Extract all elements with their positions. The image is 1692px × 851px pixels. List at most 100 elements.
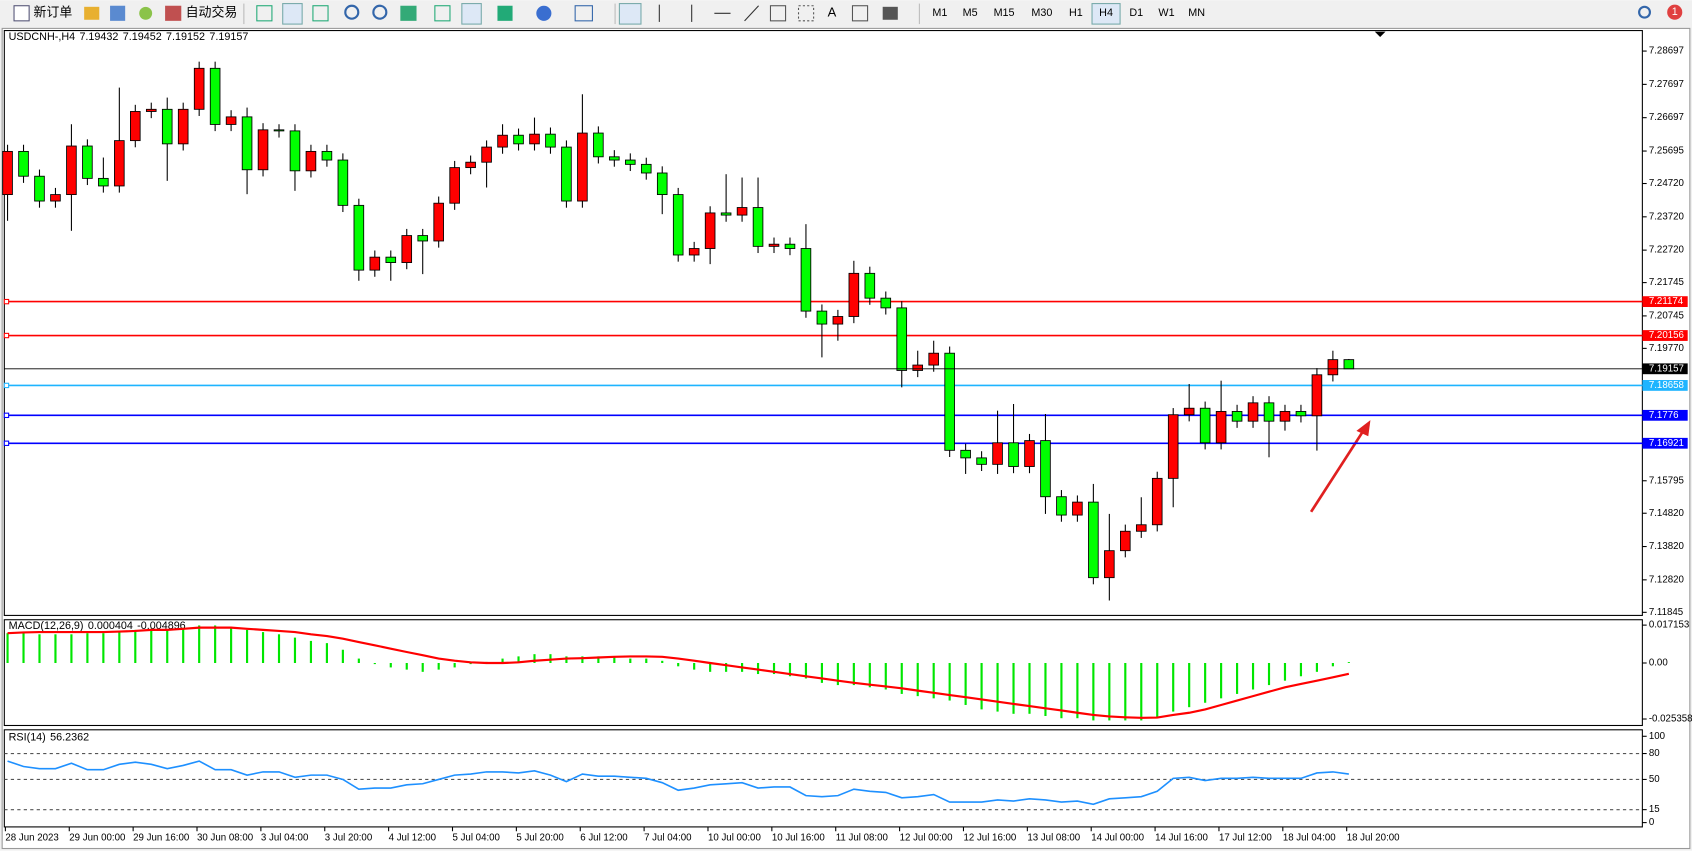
x-tick-label: 6 Jul 12:00 xyxy=(580,832,628,843)
toolbar: 新订单 自动交易 A M1 M5 M15 M30 H1 H4 D1 W1 MN 1 xyxy=(0,0,1692,28)
auto-trading-icon[interactable] xyxy=(165,5,182,21)
low-value: 7.19152 xyxy=(166,31,205,43)
timeframe-button[interactable]: H4 xyxy=(1099,7,1113,19)
level-price-box xyxy=(1642,380,1688,391)
candle-body xyxy=(848,272,860,317)
timeframe-button[interactable]: D1 xyxy=(1129,7,1143,19)
candle-body xyxy=(449,167,460,204)
tool-icon[interactable] xyxy=(110,5,126,21)
candle-chart-button[interactable] xyxy=(282,3,303,25)
candle-body xyxy=(800,248,812,312)
search-button[interactable] xyxy=(1638,5,1651,19)
x-tick-label: 11 Jul 08:00 xyxy=(836,832,889,843)
shift-button[interactable] xyxy=(461,3,482,25)
y-tick-label: 7.26697 xyxy=(1649,112,1684,123)
x-tick-label: 5 Jul 04:00 xyxy=(452,832,500,843)
candle-body xyxy=(656,172,668,196)
candle-body xyxy=(353,204,365,271)
candle-body xyxy=(417,235,429,242)
y-tick-label: 7.14820 xyxy=(1649,508,1685,519)
candle-body xyxy=(225,116,237,125)
new-order-icon[interactable] xyxy=(13,5,30,22)
auto-trading-button[interactable]: 自动交易 xyxy=(186,5,238,20)
level-handle[interactable] xyxy=(3,412,10,419)
y-tick-label: 7.23720 xyxy=(1649,211,1685,222)
x-tick-label: 10 Jul 16:00 xyxy=(772,832,825,843)
candle-body xyxy=(481,146,492,163)
y-tick-label: 0.017153 xyxy=(1649,620,1689,631)
rsi-value: 56.2362 xyxy=(50,731,89,743)
y-tick-label: 50 xyxy=(1649,774,1660,785)
level-handle[interactable] xyxy=(3,440,10,446)
shift-marker xyxy=(1374,31,1386,38)
timeframe-button[interactable]: W1 xyxy=(1158,7,1174,19)
candle-body xyxy=(114,140,125,187)
y-tick-label: 7.28697 xyxy=(1649,46,1684,57)
zoom-in-button[interactable] xyxy=(344,4,360,20)
candle-body xyxy=(912,364,924,371)
candle-body xyxy=(1008,442,1019,467)
bar-chart-button[interactable] xyxy=(256,5,273,22)
x-tick-label: 30 Jun 08:00 xyxy=(197,832,254,843)
candle-body xyxy=(768,243,780,247)
cursor-button[interactable] xyxy=(618,3,642,25)
level-handle[interactable] xyxy=(3,382,10,389)
candle-body xyxy=(305,150,317,172)
timeframe-button[interactable]: M15 xyxy=(994,7,1015,19)
timeframe-button[interactable]: M30 xyxy=(1031,7,1052,19)
tool-icon[interactable] xyxy=(84,6,100,20)
periods-button[interactable] xyxy=(536,5,552,21)
scroll-button[interactable] xyxy=(434,5,451,22)
close-value: 7.19157 xyxy=(209,31,248,43)
signal-line xyxy=(7,626,1350,719)
x-tick-label: 3 Jul 20:00 xyxy=(325,832,373,843)
level-handle[interactable] xyxy=(3,298,10,305)
indicators-button[interactable] xyxy=(497,5,513,21)
zoom-out-button[interactable] xyxy=(372,4,388,20)
text-button[interactable]: A xyxy=(828,5,837,20)
tool-icon[interactable] xyxy=(139,6,153,20)
candle-body xyxy=(1343,359,1355,370)
candle-body xyxy=(1231,411,1243,422)
candle-body xyxy=(34,175,45,202)
x-tick-label: 14 Jul 00:00 xyxy=(1091,832,1144,843)
line-chart-button[interactable] xyxy=(312,5,329,22)
timeframes: M1 M5 M15 M30 H1 H4 D1 W1 MN xyxy=(932,3,1205,25)
candle-body xyxy=(1263,402,1275,422)
rsi-panel xyxy=(3,729,1643,828)
level-price-label: 7.1776 xyxy=(1649,410,1679,421)
timeframe-button[interactable]: M1 xyxy=(932,7,947,19)
level-price-label: 7.21174 xyxy=(1649,296,1684,307)
candle-body xyxy=(1247,402,1259,422)
level-price-label: 7.18658 xyxy=(1649,380,1684,391)
rsi-line xyxy=(7,760,1349,806)
new-order-button[interactable]: 新订单 xyxy=(33,5,72,20)
macd-value: 0.000404 xyxy=(88,620,133,632)
candle-body xyxy=(1279,411,1291,422)
candle-body xyxy=(672,194,684,256)
candle-body xyxy=(1199,407,1211,444)
candle-body xyxy=(720,212,732,216)
candle-body xyxy=(1311,374,1323,417)
timeframe-button[interactable]: H1 xyxy=(1069,7,1083,19)
candle-body xyxy=(880,297,892,309)
candle-body xyxy=(385,256,397,263)
templates-button[interactable] xyxy=(574,5,593,22)
arrows-button[interactable] xyxy=(882,6,898,20)
candle-body xyxy=(625,159,636,165)
level-handle[interactable] xyxy=(3,332,10,339)
timeframe-button[interactable]: M5 xyxy=(963,7,978,19)
candle-body xyxy=(640,163,652,174)
x-tick-label: 14 Jul 16:00 xyxy=(1155,832,1208,843)
candle-body xyxy=(98,177,109,187)
y-tick-label: 7.22720 xyxy=(1649,245,1685,256)
tile-button[interactable] xyxy=(400,5,417,21)
channel-button[interactable] xyxy=(769,5,787,22)
label-button[interactable] xyxy=(851,5,869,22)
timeframe-button[interactable]: MN xyxy=(1188,7,1205,19)
x-tick-label: 28 Jun 2023 xyxy=(5,832,58,843)
fibo-button[interactable] xyxy=(797,5,815,22)
trendline-button[interactable] xyxy=(744,5,759,22)
notification-badge[interactable] xyxy=(1667,4,1683,20)
